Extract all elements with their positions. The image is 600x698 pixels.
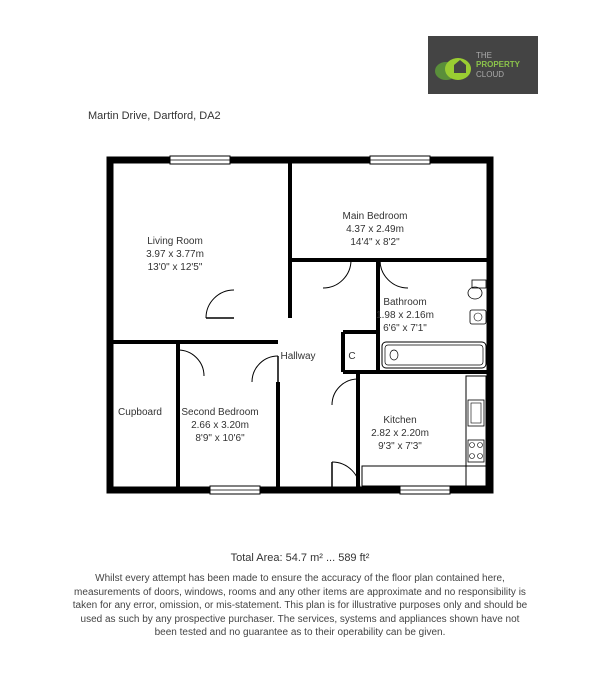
room-metric: 1.98 x 2.16m	[376, 309, 434, 322]
room-name: Second Bedroom	[181, 406, 258, 419]
room-name: Main Bedroom	[342, 210, 407, 223]
room-imperial: 6'6" x 7'1"	[376, 322, 434, 335]
logo-text: THE PROPERTY CLOUD	[476, 51, 520, 80]
room-name: Living Room	[146, 235, 204, 248]
brand-logo: THE PROPERTY CLOUD	[428, 36, 538, 94]
room-metric: 4.37 x 2.49m	[342, 223, 407, 236]
logo-line1: THE	[476, 51, 520, 61]
room-label-living-room: Living Room3.97 x 3.77m13'0" x 12'5"	[146, 235, 204, 274]
room-label-main-bedroom: Main Bedroom4.37 x 2.49m14'4" x 8'2"	[342, 210, 407, 249]
logo-line3: CLOUD	[476, 70, 520, 80]
room-imperial: 8'9" x 10'6"	[181, 432, 258, 445]
room-label-bathroom: Bathroom1.98 x 2.16m6'6" x 7'1"	[376, 296, 434, 335]
room-name: Kitchen	[371, 414, 429, 427]
room-imperial: 9'3" x 7'3"	[371, 440, 429, 453]
room-label-cupboard: Cupboard	[118, 406, 162, 419]
room-name: Cupboard	[118, 406, 162, 419]
room-name: Hallway	[280, 350, 315, 363]
total-area: Total Area: 54.7 m² ... 589 ft²	[0, 552, 600, 564]
room-metric: 2.82 x 2.20m	[371, 427, 429, 440]
room-metric: 2.66 x 3.20m	[181, 419, 258, 432]
floorplan-diagram: Living Room3.97 x 3.77m13'0" x 12'5" Main…	[100, 150, 500, 510]
room-label-kitchen: Kitchen2.82 x 2.20m9'3" x 7'3"	[371, 414, 429, 453]
room-label-closet: C	[348, 350, 355, 363]
room-name: Bathroom	[376, 296, 434, 309]
disclaimer-text: Whilst every attempt has been made to en…	[70, 572, 530, 640]
room-label-second-bedroom: Second Bedroom2.66 x 3.20m8'9" x 10'6"	[181, 406, 258, 445]
room-imperial: 14'4" x 8'2"	[342, 236, 407, 249]
logo-line2: PROPERTY	[476, 60, 520, 70]
property-address: Martin Drive, Dartford, DA2	[88, 110, 221, 122]
room-label-hallway: Hallway	[280, 350, 315, 363]
cloud-icon	[434, 51, 472, 79]
room-imperial: 13'0" x 12'5"	[146, 261, 204, 274]
room-metric: 3.97 x 3.77m	[146, 248, 204, 261]
room-name: C	[348, 350, 355, 363]
